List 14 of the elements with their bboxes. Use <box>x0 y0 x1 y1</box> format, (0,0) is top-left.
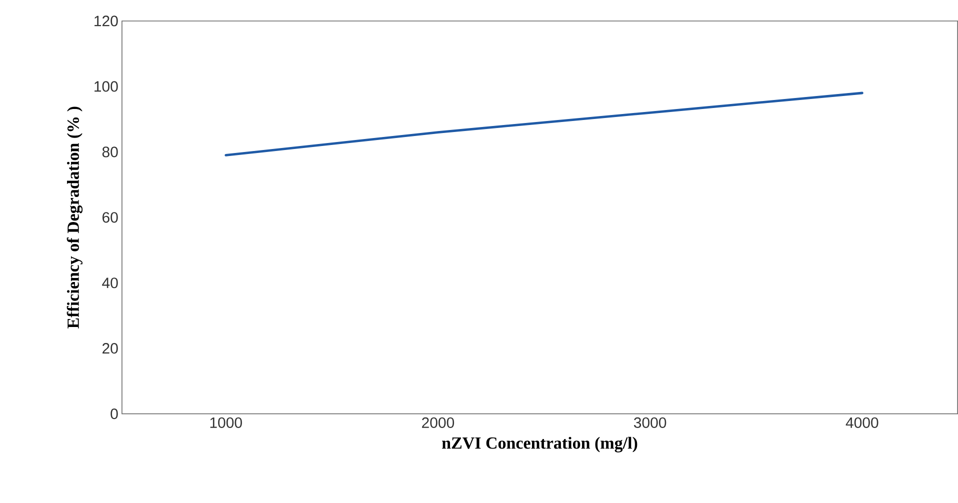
y-axis-title: Efficiency of Degradation (% ) <box>66 106 83 329</box>
line-series <box>224 92 864 157</box>
x-tick-label: 4000 <box>846 417 878 428</box>
x-tick-label: 2000 <box>422 417 454 428</box>
y-tick-label: 60 <box>102 212 118 223</box>
x-tick-label: 1000 <box>210 417 242 428</box>
y-tick-label: 100 <box>94 81 118 92</box>
y-tick-label: 80 <box>102 146 118 158</box>
x-axis-title: nZVI Concentration (mg/l) <box>442 436 638 452</box>
y-tick-label: 40 <box>102 278 118 288</box>
y-tick-label: 120 <box>94 16 118 26</box>
y-tick-label: 0 <box>110 408 118 420</box>
x-tick-label: 3000 <box>634 417 666 428</box>
y-tick-label: 20 <box>102 343 118 354</box>
